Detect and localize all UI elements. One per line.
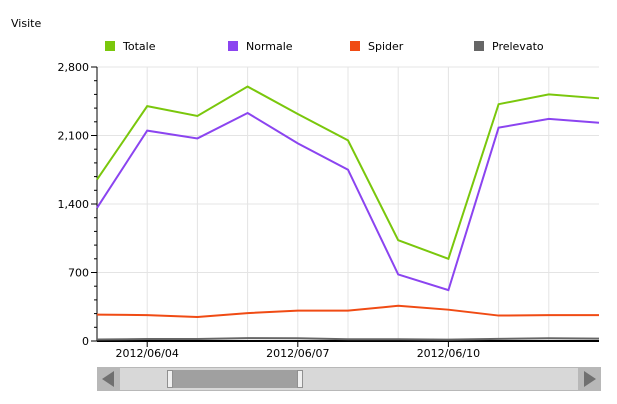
legend-item-normale[interactable]: Normale [228, 38, 293, 54]
legend-swatch-normale [228, 41, 238, 51]
x-tick-label: 2012/06/07 [266, 347, 329, 360]
legend-item-prelevato[interactable]: Prelevato [474, 38, 544, 54]
legend-swatch-totale [105, 41, 115, 51]
chart-title: Visite [11, 17, 42, 30]
legend-item-totale[interactable]: Totale [105, 38, 155, 54]
scrollbar-left-handle[interactable] [167, 370, 173, 388]
x-tick-label: 2012/06/10 [417, 347, 480, 360]
scroll-left-arrow-icon[interactable] [98, 368, 120, 390]
legend-label-normale: Normale [246, 39, 293, 53]
legend-item-spider[interactable]: Spider [350, 38, 403, 54]
y-tick-label: 2,800 [58, 61, 90, 74]
legend: Totale Normale Spider Prelevato [0, 38, 617, 54]
legend-swatch-prelevato [474, 41, 484, 51]
y-tick-label: 1,400 [58, 198, 90, 211]
scroll-right-arrow-icon[interactable] [578, 368, 600, 390]
scrollbar-range-selection[interactable] [167, 370, 301, 388]
y-tick-label: 700 [68, 267, 89, 280]
legend-label-prelevato: Prelevato [492, 39, 544, 53]
legend-swatch-spider [350, 41, 360, 51]
range-scrollbar[interactable] [97, 367, 601, 391]
legend-label-spider: Spider [368, 39, 404, 53]
x-tick-label: 2012/06/04 [115, 347, 178, 360]
scrollbar-right-handle[interactable] [297, 370, 303, 388]
y-tick-label: 0 [82, 335, 89, 348]
series-line-prelevato [96, 337, 600, 341]
legend-label-totale: Totale [123, 39, 156, 53]
y-tick-label: 2,100 [58, 130, 90, 143]
